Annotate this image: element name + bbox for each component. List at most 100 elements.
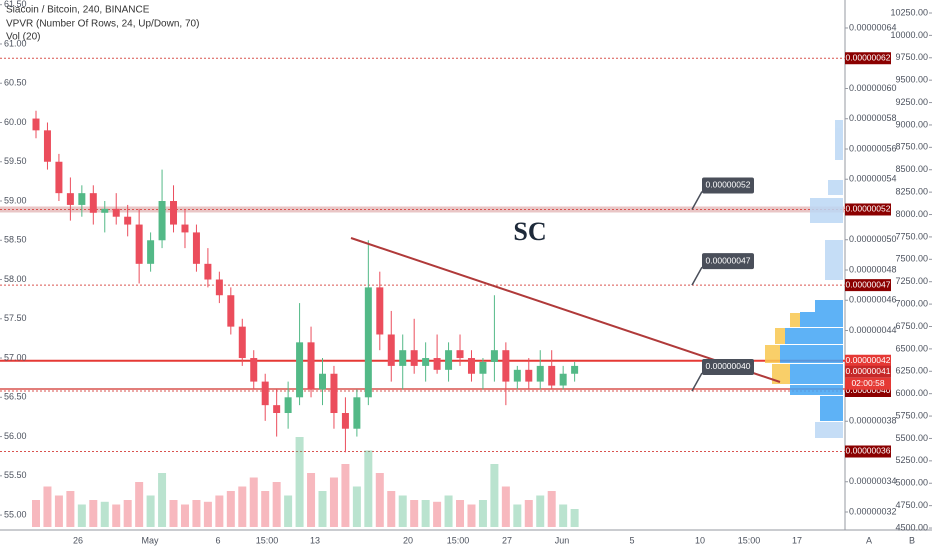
trend-line	[350, 237, 781, 383]
level-band	[0, 206, 845, 213]
y2-tick-label: 8000.00	[895, 209, 928, 219]
volume-bar	[66, 491, 75, 527]
candle-body	[399, 350, 407, 366]
volume-bar	[398, 495, 407, 527]
candle-body	[238, 326, 246, 359]
vpvr-bar	[800, 312, 843, 327]
volume-bar	[249, 477, 258, 527]
y-tick-label: 55.50	[4, 470, 27, 480]
vpvr-bar	[825, 240, 843, 280]
callout-label: 0.00000052	[706, 180, 751, 190]
callout-label: 0.00000047	[706, 255, 751, 265]
volume-bar	[387, 491, 396, 527]
volume-bar	[329, 477, 338, 527]
y2-tick-label: 5000.00	[895, 478, 928, 488]
candle-body	[536, 365, 544, 382]
volume-bar	[559, 504, 568, 527]
volume-bar	[123, 500, 132, 527]
price-tick-label: 0.00000034	[849, 476, 897, 486]
vpvr-bar	[828, 180, 843, 195]
volume-bar	[433, 501, 442, 527]
y2-tick-label: 6750.00	[895, 321, 928, 331]
x-tick-label: 15:00	[447, 535, 470, 545]
volume-bar	[272, 482, 281, 527]
volume-bar	[180, 504, 189, 527]
candle-body	[467, 358, 475, 374]
level-badge	[845, 203, 891, 216]
header-indicator: VPVR (Number Of Rows, 24, Up/Down, 70)	[6, 19, 199, 30]
volume-bar	[307, 473, 316, 527]
volume-bar	[410, 500, 419, 527]
volume-bar	[478, 500, 487, 527]
y2-tick-label: 7000.00	[895, 298, 928, 308]
level-badge-label: 0.00000036	[846, 446, 891, 456]
y2-tick-label: 5750.00	[895, 410, 928, 420]
x-tick-label: May	[141, 535, 159, 545]
volume-bar	[226, 491, 235, 527]
annotation: SC	[513, 217, 546, 246]
volume-bar	[524, 500, 533, 527]
volume-bar	[456, 500, 465, 527]
price-tick-label: 0.00000046	[849, 295, 897, 305]
candle-body	[135, 224, 143, 264]
candle-body	[124, 216, 132, 225]
candle-body	[525, 369, 533, 382]
vpvr-bar	[790, 364, 843, 384]
callout-label: 0.00000040	[706, 361, 751, 371]
vpvr-bar	[815, 300, 843, 312]
candle-body	[445, 350, 453, 370]
y2-tick-label: 6250.00	[895, 366, 928, 376]
volume-bar	[100, 501, 109, 527]
y2-tick-label: 5500.00	[895, 433, 928, 443]
volume-bar	[318, 491, 327, 527]
candle-body	[215, 279, 223, 296]
volume-bar	[547, 491, 556, 527]
header-indicator: Vol (20)	[6, 32, 40, 43]
vpvr	[765, 120, 843, 438]
candle-body	[330, 373, 338, 414]
candle-body	[353, 397, 361, 429]
callout-pointer	[691, 372, 703, 392]
candle-body	[479, 361, 487, 374]
price-tick-label: 0.00000050	[849, 234, 897, 244]
candle-body	[307, 342, 315, 390]
vpvr-bar	[790, 313, 800, 327]
volume-bar	[77, 504, 86, 527]
volume-bar	[192, 500, 201, 527]
candle-body	[181, 224, 189, 233]
x-tick-label: 26	[73, 535, 83, 545]
corner-label[interactable]: A	[866, 535, 872, 545]
level-badge-label: 0.00000062	[846, 52, 891, 62]
volume-bar	[490, 464, 499, 527]
corner-label[interactable]: B	[909, 535, 915, 545]
level-badge-label: 0.00000040	[846, 385, 891, 395]
candle-body	[387, 334, 395, 366]
vpvr-bar	[820, 396, 843, 421]
y2-tick-label: 9750.00	[895, 52, 928, 62]
candle-body	[502, 350, 510, 382]
y-tick-label: 57.50	[4, 313, 27, 323]
vpvr-bar	[785, 328, 843, 344]
x-tick-label: 10	[695, 535, 705, 545]
candle-body	[341, 413, 349, 429]
candle-body	[170, 201, 178, 225]
x-tick-label: 20	[403, 535, 413, 545]
candle-body	[66, 193, 74, 205]
volume-bar	[135, 482, 144, 527]
candle-body	[548, 365, 556, 386]
price-tick-label: 0.00000032	[849, 506, 897, 516]
price-tick-label: 0.00000056	[849, 143, 897, 153]
candle-body	[89, 193, 97, 213]
volume-bar	[112, 504, 121, 527]
y2-tick-label: 4750.00	[895, 500, 928, 510]
x-tick-label: 5	[629, 535, 634, 545]
volume-bar	[169, 500, 178, 527]
callout-pointer	[691, 266, 703, 286]
y2-tick-label: 10250.00	[890, 7, 928, 17]
candle-body	[433, 358, 441, 370]
y2-tick-label: 5250.00	[895, 455, 928, 465]
level-badge-label: 0.00000052	[846, 204, 891, 214]
candle-body	[101, 208, 109, 213]
